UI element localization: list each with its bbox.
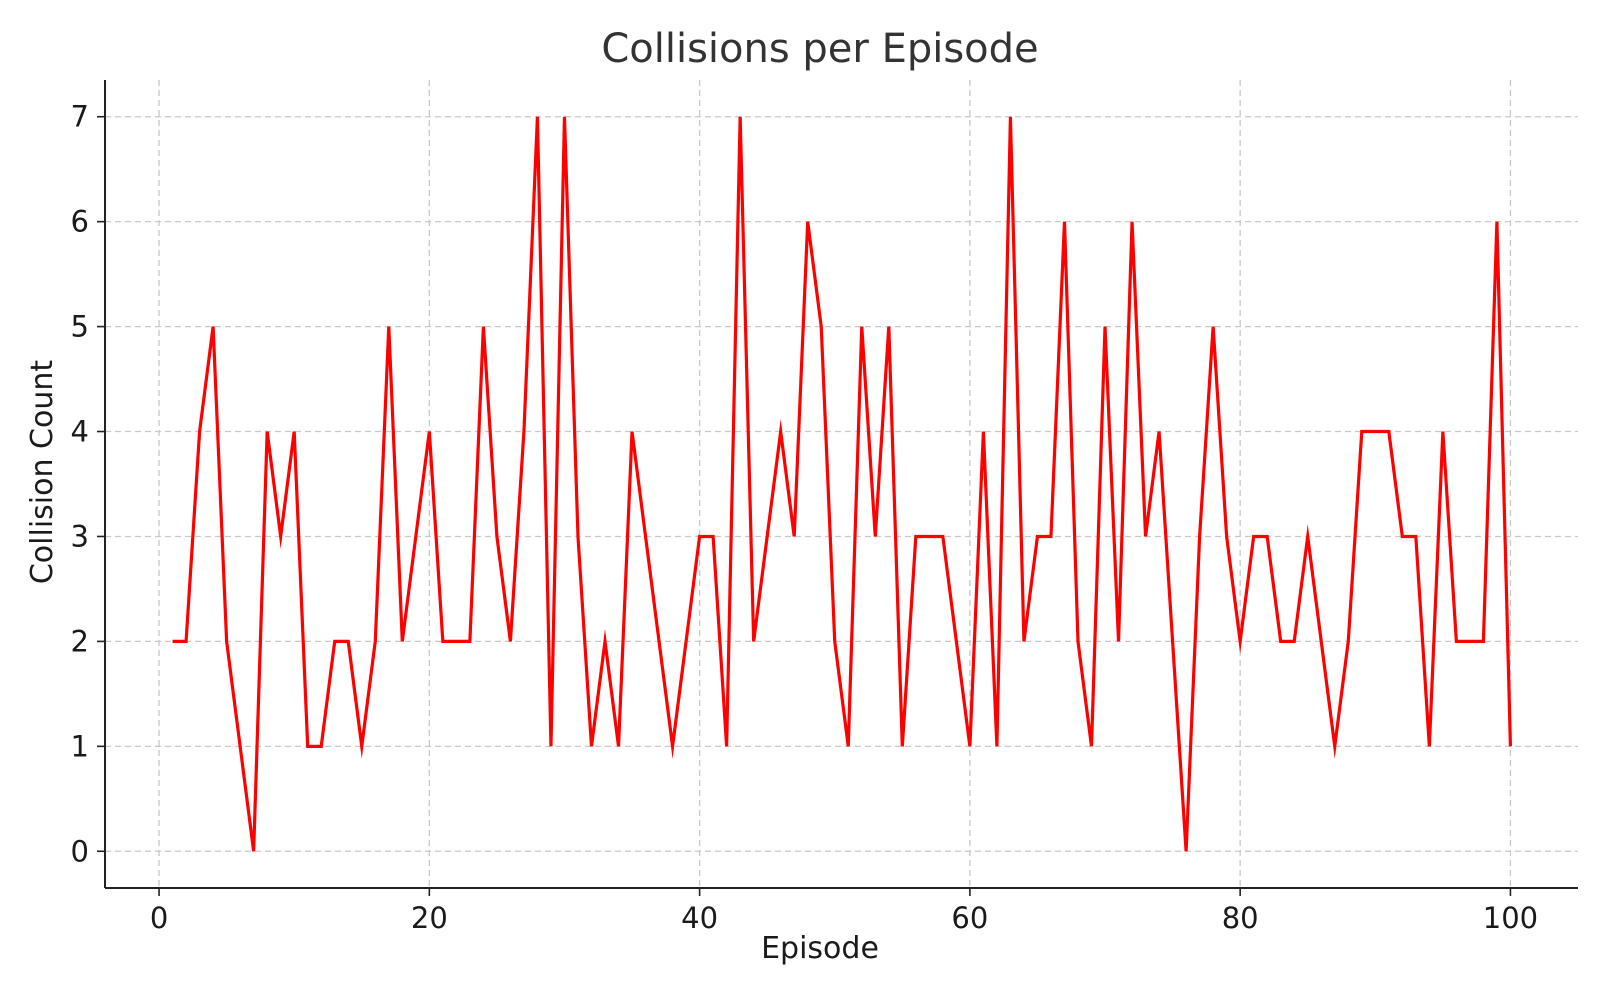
y-tick-label: 2 [71,624,89,658]
y-tick-label: 6 [71,205,89,239]
x-tick-label: 80 [1222,901,1259,935]
x-axis-ticks: 0 20 40 60 80 100 [150,888,1538,935]
y-tick-label: 1 [71,729,89,763]
x-tick-label: 100 [1483,901,1538,935]
chart-title: Collisions per Episode [601,26,1038,72]
y-tick-label: 7 [71,100,89,134]
y-axis-ticks: 0 1 2 3 4 5 6 7 [71,100,105,868]
x-tick-label: 20 [411,901,448,935]
x-tick-label: 0 [150,901,168,935]
x-axis-label: Episode [761,931,879,966]
y-tick-label: 4 [71,415,89,449]
series-group [172,116,1513,852]
y-tick-label: 0 [71,834,89,868]
x-tick-label: 40 [681,901,718,935]
y-tick-label: 3 [71,519,89,553]
grid [105,80,1578,888]
y-axis-label: Collision Count [25,360,60,585]
series-line [172,116,1513,852]
x-tick-label: 60 [951,901,988,935]
y-tick-label: 5 [71,310,89,344]
